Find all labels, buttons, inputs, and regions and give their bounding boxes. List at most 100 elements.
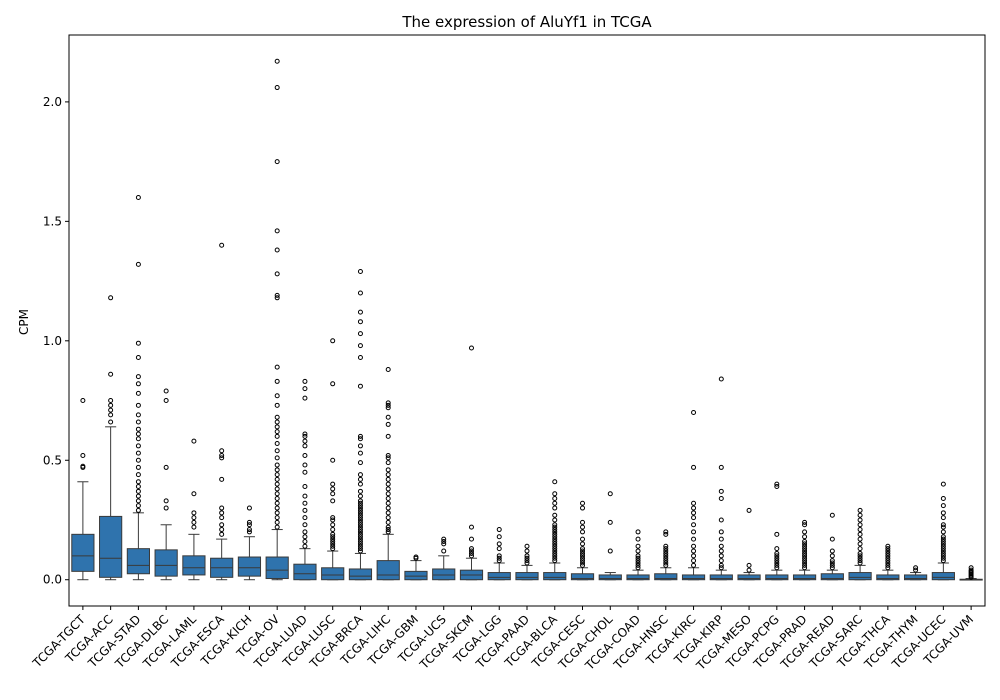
chart-title: The expression of AluYf1 in TCGA <box>401 13 652 31</box>
outlier-point <box>385 366 391 372</box>
outlier-point <box>718 517 724 523</box>
outlier-point <box>330 486 336 492</box>
box <box>598 574 622 581</box>
outlier-point <box>302 433 308 439</box>
outlier-point <box>885 543 891 549</box>
outlier-point <box>357 355 363 361</box>
outlier-point <box>330 543 336 549</box>
outlier-point <box>718 565 724 571</box>
box-group-tcga-cesc <box>570 500 595 581</box>
outlier-point <box>219 505 225 511</box>
outlier-point <box>940 481 946 487</box>
outlier-point <box>357 488 363 494</box>
outlier-point <box>385 527 391 533</box>
outlier-point <box>552 538 558 544</box>
outlier-point <box>357 524 363 530</box>
box-group-tcga-brca <box>348 269 373 581</box>
outlier-point <box>774 546 780 552</box>
outlier-point <box>691 510 697 516</box>
box-group-tcga-hnsc <box>654 529 678 581</box>
outlier-point <box>385 400 391 406</box>
box <box>737 574 761 581</box>
outlier-point <box>635 529 641 535</box>
outlier-point <box>135 479 141 485</box>
outlier-point <box>274 500 280 506</box>
outlier-point <box>940 538 946 544</box>
outlier-point <box>274 424 280 430</box>
outlier-point <box>246 529 252 535</box>
outlier-point <box>829 562 835 568</box>
outlier-point <box>274 462 280 468</box>
outlier-point <box>774 484 780 490</box>
outlier-point <box>718 558 724 564</box>
outlier-point <box>385 421 391 427</box>
outlier-point <box>357 383 363 389</box>
outlier-point <box>274 393 280 399</box>
outlier-point <box>191 519 197 525</box>
box <box>848 572 872 581</box>
outlier-point <box>885 558 891 564</box>
outlier-point <box>580 550 586 556</box>
outlier-point <box>607 519 613 525</box>
outlier-point <box>219 242 225 248</box>
axes-frame <box>68 34 986 607</box>
outlier-point <box>357 536 363 542</box>
box <box>126 548 150 575</box>
box-group-tcga-paad <box>515 543 539 581</box>
outlier-point <box>274 58 280 64</box>
outlier-point <box>552 505 558 511</box>
box <box>487 572 511 581</box>
outlier-point <box>663 548 669 554</box>
outlier-point <box>219 515 225 521</box>
outlier-point <box>330 498 336 504</box>
box-group-tcga-meso <box>737 507 761 581</box>
y-tick-label: 0.5 <box>43 453 62 467</box>
outlier-point <box>691 505 697 511</box>
outlier-point <box>357 534 363 540</box>
outlier-point <box>302 443 308 449</box>
outlier-point <box>357 450 363 456</box>
outlier-point <box>302 543 308 549</box>
outlier-point <box>135 355 141 361</box>
box <box>904 574 928 581</box>
outlier-point <box>108 412 114 418</box>
box-group-tcga-thym <box>904 565 928 581</box>
outlier-point <box>857 550 863 556</box>
box <box>570 573 595 581</box>
outlier-point <box>219 476 225 482</box>
box-group-tcga-pcpg <box>765 481 789 581</box>
box-group-tcga-prad <box>792 519 817 581</box>
outlier-point <box>496 541 502 547</box>
outlier-point <box>635 548 641 554</box>
outlier-point <box>135 464 141 470</box>
outlier-point <box>940 541 946 547</box>
outlier-point <box>580 505 586 511</box>
outlier-point <box>385 515 391 521</box>
outlier-point <box>552 536 558 542</box>
outlier-point <box>885 546 891 552</box>
outlier-point <box>246 522 252 528</box>
outlier-point <box>274 295 280 301</box>
outlier-point <box>357 481 363 487</box>
outlier-point <box>802 550 808 556</box>
outlier-point <box>552 524 558 530</box>
box-group-tcga-uvm <box>959 565 983 581</box>
outlier-point <box>802 538 808 544</box>
box-group-tcga-lgg <box>487 527 511 581</box>
outlier-point <box>940 529 946 535</box>
outlier-point <box>357 538 363 544</box>
outlier-point <box>552 553 558 559</box>
outlier-point <box>163 398 169 404</box>
box <box>182 555 206 576</box>
outlier-point <box>385 402 391 408</box>
box <box>654 573 678 581</box>
outlier-point <box>357 517 363 523</box>
outlier-point <box>718 376 724 382</box>
outlier-point <box>940 558 946 564</box>
box-group-tcga-lusc <box>321 338 345 581</box>
outlier-point <box>829 560 835 566</box>
outlier-point <box>274 85 280 91</box>
outlier-point <box>524 553 530 559</box>
outlier-point <box>580 555 586 561</box>
outlier-point <box>219 510 225 516</box>
